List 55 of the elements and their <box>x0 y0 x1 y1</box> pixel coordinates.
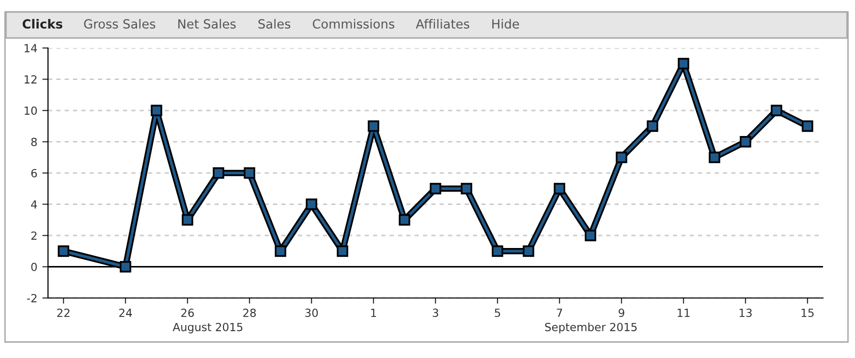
point <box>120 261 132 272</box>
point <box>336 245 348 257</box>
x-tick-label: 3 <box>432 308 438 318</box>
x-tick-label: 30 <box>305 308 318 318</box>
x-tick-label: 9 <box>618 308 624 318</box>
point <box>244 167 256 179</box>
x-tick-label: 26 <box>181 308 194 318</box>
y-tick-label: 2 <box>31 231 36 240</box>
text: Affiliates <box>416 18 470 29</box>
point <box>522 245 534 257</box>
point <box>460 182 472 194</box>
x-tick-label: 13 <box>740 308 752 318</box>
y-tick-label: 4 <box>31 200 37 208</box>
x-tick-label: 11 <box>678 308 690 317</box>
point <box>740 136 752 148</box>
y-tick-label: 14 <box>24 44 37 52</box>
point <box>646 120 658 132</box>
point <box>306 198 318 210</box>
point <box>802 120 814 132</box>
point <box>616 152 628 164</box>
x-tick-label: 24 <box>119 308 132 317</box>
text: September 2015 <box>545 322 637 334</box>
y-tick-label: 8 <box>31 138 37 146</box>
x-tick-label: 28 <box>243 308 256 318</box>
point <box>554 182 566 194</box>
y-tick-label: -2 <box>27 294 36 302</box>
x-tick-label: 1 <box>371 308 376 317</box>
point <box>58 245 70 257</box>
text: Gross Sales <box>84 18 156 29</box>
y-tick-label: 0 <box>31 262 37 272</box>
point <box>398 214 410 226</box>
point <box>678 58 690 70</box>
text: Net Sales <box>178 18 236 29</box>
point <box>584 230 596 242</box>
y-tick-label: 6 <box>31 168 37 178</box>
point <box>182 214 194 226</box>
point <box>150 104 162 116</box>
x-tick-label: 22 <box>57 308 70 317</box>
point <box>708 152 720 164</box>
point <box>274 245 286 257</box>
x-tick-label: 7 <box>556 308 562 317</box>
point <box>770 104 782 116</box>
text: August 2015 <box>172 322 242 334</box>
point <box>430 182 442 194</box>
point <box>368 120 380 132</box>
x-tick-label: 5 <box>494 308 500 318</box>
text: Sales <box>258 18 290 29</box>
y-tick-label: 10 <box>24 106 37 115</box>
text: Clicks <box>22 18 62 29</box>
y-tick-label: 12 <box>24 75 36 84</box>
point <box>492 245 504 257</box>
x-tick-label: 15 <box>802 308 814 318</box>
text: Commissions <box>312 18 394 29</box>
point <box>212 167 224 179</box>
text: Hide <box>492 18 519 29</box>
